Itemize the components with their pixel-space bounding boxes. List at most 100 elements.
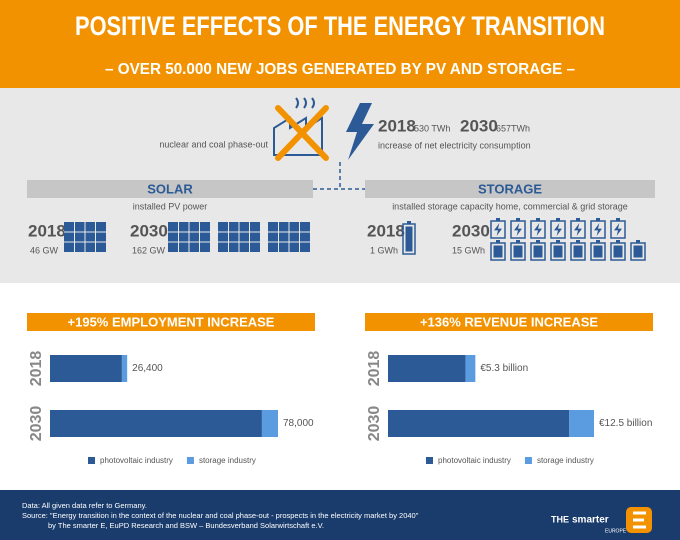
legend-swatch — [426, 457, 433, 464]
total-label: 78,000 — [283, 418, 314, 429]
bar-segment — [465, 355, 476, 382]
battery-bolt — [594, 223, 602, 236]
total-label: 26,400 — [132, 363, 163, 374]
battery-fill — [513, 245, 523, 258]
category-label: 2018 — [28, 351, 45, 387]
connector — [313, 162, 365, 190]
battery — [510, 220, 526, 239]
logo-e — [633, 511, 646, 529]
icons — [64, 218, 646, 261]
battery-fill — [405, 226, 413, 252]
phase-out: nuclear and coal phase-out — [159, 139, 268, 149]
battery-fill — [573, 245, 583, 258]
year: 2018 — [378, 116, 416, 135]
legend-label: storage industry — [537, 456, 594, 465]
battery — [610, 242, 626, 261]
title: POSITIVE EFFECTS OF THE ENERGY TRANSITIO… — [75, 11, 605, 41]
battery-cap — [616, 218, 620, 221]
battery-bolt — [494, 223, 502, 236]
legend-swatch — [524, 457, 532, 464]
battery — [570, 220, 586, 239]
section-title: SOLAR — [147, 181, 193, 196]
chart-title: +195% EMPLOYMENT INCREASE — [68, 314, 275, 329]
battery-fill — [613, 245, 623, 258]
total-label: €12.5 billion — [599, 418, 652, 429]
battery-fill — [533, 245, 543, 258]
factory-icon — [273, 97, 323, 156]
battery-cap — [556, 218, 560, 221]
bar-segment — [261, 410, 278, 437]
battery-fill — [553, 245, 563, 258]
battery-bolt — [614, 223, 622, 236]
chart-title-bg — [365, 313, 653, 331]
battery-cap — [536, 240, 540, 243]
battery — [630, 242, 646, 261]
year: 2030 — [452, 221, 490, 240]
source-cont: by The smarter E, EuPD Research and BSW … — [48, 521, 324, 530]
battery-cap — [407, 221, 411, 224]
battery — [402, 223, 416, 255]
category-label: 2030 — [28, 406, 45, 442]
cross-icon — [275, 105, 329, 161]
data-note: Data: All given data refer to Germany. — [22, 501, 147, 510]
value: 15 GWh — [452, 245, 485, 255]
battery-cap — [616, 240, 620, 243]
logo-name: smarter — [572, 515, 609, 526]
battery — [550, 242, 566, 261]
value: 46 GW — [30, 245, 59, 255]
caption: increase of net electricity consumption — [378, 140, 531, 150]
total-label: €5.3 billion — [480, 363, 528, 374]
battery-cap — [556, 240, 560, 243]
footer-bg — [0, 490, 680, 540]
battery — [530, 220, 546, 239]
source: Source: "Energy transition in the contex… — [22, 511, 419, 520]
bar-segment — [50, 410, 262, 437]
category-label: 2030 — [366, 406, 383, 442]
battery-bolt — [534, 223, 542, 236]
section-title: STORAGE — [478, 181, 542, 196]
value: 162 GW — [132, 245, 166, 255]
battery — [490, 220, 506, 239]
battery — [590, 220, 606, 239]
battery — [530, 242, 546, 261]
legend-label: storage industry — [199, 456, 256, 465]
subtitle: – OVER 50.000 NEW JOBS GENERATED BY PV A… — [105, 61, 575, 78]
bar-segment — [388, 410, 570, 437]
year: 2030 — [460, 116, 498, 135]
chart-title: +136% REVENUE INCREASE — [420, 314, 598, 329]
battery-cap — [576, 240, 580, 243]
battery — [590, 242, 606, 261]
battery-cap — [536, 218, 540, 221]
header-bg — [0, 0, 680, 88]
year: 2018 — [367, 221, 405, 240]
battery-fill — [493, 245, 503, 258]
battery-cap — [496, 218, 500, 221]
legend-swatch — [88, 457, 95, 464]
logo-the: THE — [551, 514, 569, 524]
battery-bolt — [514, 223, 522, 236]
legend-label: photovoltaic industry — [438, 456, 511, 465]
legend-label: photovoltaic industry — [100, 456, 173, 465]
battery-cap — [596, 240, 600, 243]
bar-segment — [388, 355, 466, 382]
battery — [550, 220, 566, 239]
battery-cap — [636, 240, 640, 243]
battery-cap — [576, 218, 580, 221]
battery-cap — [496, 240, 500, 243]
section-subtitle: installed PV power — [133, 201, 208, 211]
section-subtitle: installed storage capacity home, commerc… — [392, 201, 628, 211]
value: 657TWh — [496, 123, 530, 133]
value: 1 GWh — [370, 245, 398, 255]
band — [27, 180, 313, 198]
band — [365, 180, 655, 198]
battery — [490, 242, 506, 261]
battery-fill — [633, 245, 643, 258]
battery — [610, 220, 626, 239]
bolt-icon — [346, 103, 374, 160]
year: 2018 — [28, 221, 66, 240]
bar-segment — [569, 410, 594, 437]
battery-bolt — [554, 223, 562, 236]
category-label: 2018 — [366, 351, 383, 387]
battery — [510, 242, 526, 261]
